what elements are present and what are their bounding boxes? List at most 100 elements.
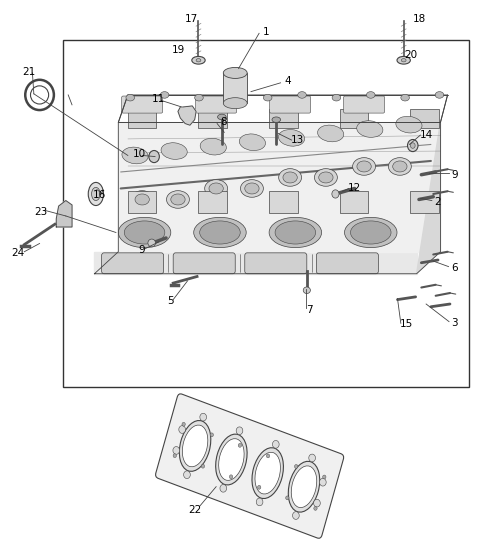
- Ellipse shape: [396, 116, 422, 133]
- Ellipse shape: [182, 425, 208, 467]
- Ellipse shape: [210, 433, 214, 437]
- Text: 23: 23: [34, 207, 47, 217]
- Ellipse shape: [216, 434, 247, 485]
- Ellipse shape: [200, 221, 240, 244]
- Ellipse shape: [209, 183, 223, 194]
- FancyBboxPatch shape: [245, 253, 307, 274]
- Ellipse shape: [200, 138, 227, 155]
- Ellipse shape: [182, 422, 185, 426]
- Ellipse shape: [135, 194, 149, 205]
- Ellipse shape: [357, 161, 371, 172]
- Ellipse shape: [179, 426, 185, 434]
- FancyBboxPatch shape: [156, 394, 344, 538]
- Bar: [269, 109, 298, 128]
- Ellipse shape: [350, 221, 391, 244]
- Text: 1: 1: [263, 27, 270, 36]
- Polygon shape: [118, 122, 441, 252]
- FancyBboxPatch shape: [173, 253, 235, 274]
- Ellipse shape: [92, 187, 100, 201]
- Ellipse shape: [184, 471, 190, 478]
- Ellipse shape: [124, 221, 165, 244]
- Ellipse shape: [167, 191, 190, 208]
- Text: 22: 22: [188, 505, 201, 515]
- Ellipse shape: [223, 67, 247, 79]
- Ellipse shape: [283, 172, 297, 183]
- Ellipse shape: [171, 194, 185, 205]
- FancyBboxPatch shape: [344, 96, 384, 113]
- Ellipse shape: [286, 496, 289, 500]
- Text: 4: 4: [285, 76, 291, 86]
- Bar: [63, 40, 469, 387]
- Ellipse shape: [201, 465, 204, 468]
- Ellipse shape: [332, 190, 339, 198]
- Ellipse shape: [292, 512, 299, 519]
- Ellipse shape: [269, 217, 322, 248]
- Ellipse shape: [195, 95, 203, 101]
- Ellipse shape: [273, 441, 279, 448]
- Ellipse shape: [410, 143, 415, 148]
- Ellipse shape: [320, 478, 326, 486]
- Ellipse shape: [88, 182, 104, 206]
- Ellipse shape: [314, 507, 317, 510]
- Ellipse shape: [278, 129, 305, 146]
- Ellipse shape: [161, 143, 187, 159]
- Bar: [410, 191, 439, 213]
- Text: 24: 24: [12, 248, 24, 258]
- Text: 20: 20: [404, 50, 418, 60]
- Ellipse shape: [236, 427, 243, 435]
- Ellipse shape: [303, 287, 311, 294]
- Ellipse shape: [223, 98, 247, 109]
- Text: 18: 18: [412, 14, 426, 24]
- Ellipse shape: [240, 180, 264, 197]
- FancyBboxPatch shape: [316, 253, 378, 274]
- Bar: [410, 109, 439, 128]
- Ellipse shape: [318, 125, 344, 142]
- Ellipse shape: [257, 486, 261, 489]
- Ellipse shape: [408, 139, 418, 152]
- Text: 15: 15: [399, 320, 413, 330]
- Ellipse shape: [118, 217, 171, 248]
- Bar: [199, 109, 227, 128]
- Text: 12: 12: [348, 184, 361, 194]
- Text: 2: 2: [435, 197, 441, 207]
- Ellipse shape: [217, 114, 226, 119]
- Bar: [199, 191, 227, 213]
- Ellipse shape: [393, 161, 407, 172]
- Polygon shape: [417, 122, 441, 274]
- Ellipse shape: [272, 117, 281, 122]
- Ellipse shape: [245, 183, 259, 194]
- Ellipse shape: [204, 180, 228, 197]
- Ellipse shape: [319, 172, 333, 183]
- Ellipse shape: [220, 484, 227, 492]
- Text: 21: 21: [23, 67, 36, 77]
- Text: 11: 11: [152, 95, 166, 105]
- FancyBboxPatch shape: [196, 96, 237, 113]
- Bar: [340, 109, 368, 128]
- Ellipse shape: [264, 95, 272, 101]
- Ellipse shape: [309, 454, 315, 462]
- Text: 5: 5: [168, 296, 174, 306]
- Text: 17: 17: [185, 14, 198, 24]
- Ellipse shape: [240, 134, 265, 150]
- Ellipse shape: [288, 461, 320, 512]
- Ellipse shape: [160, 92, 169, 98]
- Ellipse shape: [357, 121, 383, 137]
- Text: 7: 7: [306, 305, 312, 315]
- Text: 6: 6: [451, 263, 458, 273]
- Ellipse shape: [388, 158, 411, 175]
- Ellipse shape: [149, 150, 159, 163]
- Ellipse shape: [192, 56, 205, 64]
- FancyBboxPatch shape: [102, 253, 164, 274]
- Text: 19: 19: [171, 45, 185, 55]
- Ellipse shape: [401, 59, 406, 62]
- Ellipse shape: [295, 465, 298, 468]
- Bar: [128, 109, 156, 128]
- Ellipse shape: [291, 466, 317, 508]
- Ellipse shape: [397, 56, 410, 64]
- Bar: [223, 73, 247, 103]
- Ellipse shape: [200, 413, 206, 421]
- Ellipse shape: [266, 454, 270, 458]
- FancyBboxPatch shape: [270, 96, 311, 113]
- Polygon shape: [56, 201, 72, 227]
- Ellipse shape: [196, 59, 201, 62]
